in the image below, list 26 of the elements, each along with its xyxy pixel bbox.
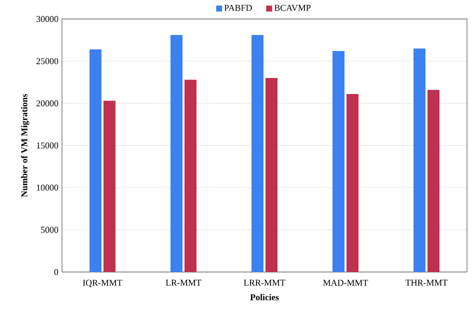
x-tick-label: MAD-MMT — [323, 280, 368, 286]
y-tick-label: 30000 — [36, 16, 58, 22]
legend-label: BCAVMP — [274, 4, 311, 11]
bar — [170, 35, 183, 272]
legend-label: PABFD — [224, 4, 252, 11]
x-axis-title: Policies — [250, 294, 279, 300]
y-tick-label: 5000 — [41, 226, 58, 233]
y-tick-label: 10000 — [36, 184, 58, 191]
y-tick-label: 20000 — [36, 100, 58, 106]
bar — [332, 51, 345, 272]
x-tick-label: LRR-MMT — [244, 280, 286, 286]
bar — [90, 49, 102, 272]
bar — [266, 78, 278, 272]
x-tick-label: IQR-MMT — [82, 280, 122, 288]
bar — [103, 100, 116, 272]
bar — [184, 80, 196, 272]
bar — [252, 35, 264, 272]
bar — [346, 94, 358, 272]
x-tick-label: THR-MMT — [405, 280, 448, 286]
y-tick-label: 15000 — [36, 142, 58, 149]
bar — [428, 90, 440, 272]
y-tick-label: 0 — [54, 268, 58, 276]
y-tick-label: 25000 — [36, 58, 58, 64]
bar — [414, 48, 426, 272]
x-tick-label: LR-MMT — [166, 280, 202, 286]
y-axis-title: Number of VM Migrations — [20, 94, 30, 197]
